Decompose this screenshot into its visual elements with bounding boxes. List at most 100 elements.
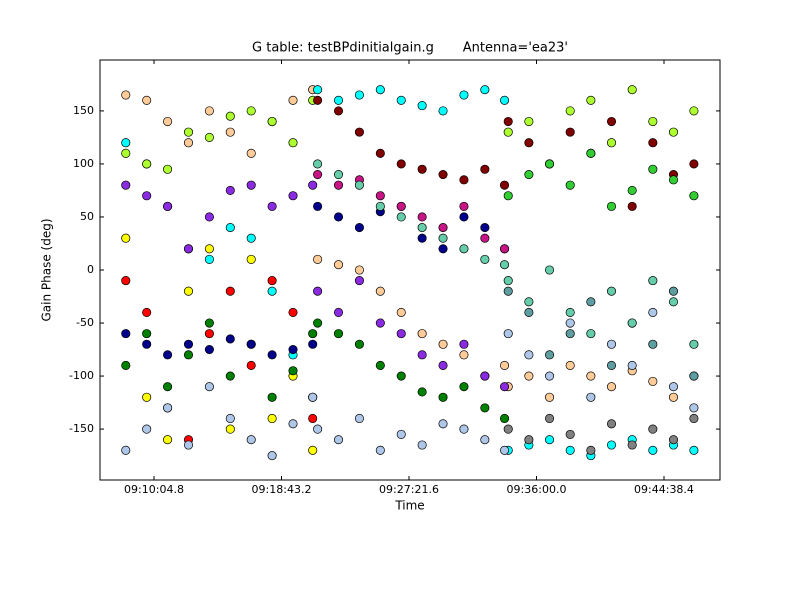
data-point bbox=[354, 413, 364, 424]
data-point bbox=[438, 419, 448, 429]
data-point bbox=[499, 445, 510, 455]
data-point bbox=[204, 106, 214, 116]
data-point bbox=[204, 254, 214, 264]
data-point bbox=[606, 419, 617, 429]
data-point bbox=[524, 297, 534, 307]
data-point bbox=[417, 223, 427, 233]
data-point bbox=[142, 159, 152, 169]
data-point bbox=[524, 307, 534, 317]
data-point bbox=[354, 265, 364, 275]
data-point bbox=[627, 185, 637, 196]
data-point bbox=[480, 233, 490, 243]
data-point bbox=[333, 212, 344, 222]
data-point bbox=[308, 339, 318, 349]
data-point bbox=[459, 382, 469, 392]
y-tick-label: 50 bbox=[80, 210, 94, 223]
data-point bbox=[142, 424, 152, 434]
data-point bbox=[333, 180, 344, 190]
data-point bbox=[438, 392, 448, 402]
data-point bbox=[313, 95, 323, 105]
data-point bbox=[225, 334, 235, 344]
data-point bbox=[689, 339, 699, 349]
data-point bbox=[225, 286, 235, 296]
data-point bbox=[480, 435, 490, 445]
data-point bbox=[121, 329, 131, 339]
data-point bbox=[648, 276, 658, 286]
data-point bbox=[396, 371, 406, 381]
data-point bbox=[313, 424, 323, 434]
data-point bbox=[225, 185, 235, 196]
data-point bbox=[668, 175, 679, 185]
data-point bbox=[565, 429, 575, 439]
data-point bbox=[438, 360, 448, 371]
data-point bbox=[396, 159, 406, 169]
data-point bbox=[375, 85, 385, 95]
data-point bbox=[565, 127, 575, 137]
data-point bbox=[606, 138, 617, 148]
data-point bbox=[480, 223, 490, 233]
data-point bbox=[267, 276, 277, 286]
data-point bbox=[333, 106, 344, 116]
data-point bbox=[499, 260, 510, 270]
data-point bbox=[648, 424, 658, 434]
data-point bbox=[499, 382, 510, 392]
data-point bbox=[375, 318, 385, 328]
data-point bbox=[606, 440, 617, 450]
y-tick-label: 150 bbox=[73, 104, 94, 117]
data-point bbox=[267, 451, 277, 461]
data-point bbox=[503, 116, 513, 127]
data-point bbox=[586, 297, 596, 307]
data-point bbox=[689, 191, 699, 201]
data-point bbox=[333, 435, 344, 445]
data-point bbox=[396, 307, 406, 317]
data-point bbox=[225, 371, 235, 381]
data-point bbox=[288, 138, 298, 148]
data-point bbox=[267, 350, 277, 360]
data-point bbox=[163, 435, 173, 445]
data-point bbox=[246, 339, 256, 349]
data-point bbox=[183, 339, 194, 349]
data-point bbox=[524, 116, 534, 127]
data-point bbox=[668, 286, 679, 296]
data-point bbox=[565, 445, 575, 455]
data-point bbox=[204, 132, 214, 142]
data-point bbox=[142, 307, 152, 317]
data-point bbox=[354, 180, 364, 190]
data-point bbox=[333, 95, 344, 105]
data-point bbox=[375, 445, 385, 455]
data-point bbox=[267, 116, 277, 127]
data-point bbox=[480, 371, 490, 381]
data-point bbox=[565, 329, 575, 339]
data-point bbox=[606, 339, 617, 349]
data-point bbox=[417, 440, 427, 450]
data-point bbox=[121, 360, 131, 371]
data-point bbox=[183, 127, 194, 137]
data-point bbox=[565, 307, 575, 317]
data-point bbox=[544, 371, 555, 381]
data-point bbox=[375, 201, 385, 211]
y-tick-label: 0 bbox=[87, 263, 94, 276]
data-point bbox=[438, 339, 448, 349]
data-point bbox=[627, 440, 637, 450]
data-point bbox=[396, 429, 406, 439]
data-point bbox=[459, 339, 469, 349]
data-point bbox=[459, 350, 469, 360]
data-point bbox=[163, 164, 173, 174]
data-point bbox=[204, 344, 214, 355]
data-point bbox=[163, 201, 173, 211]
data-point bbox=[163, 382, 173, 392]
data-point bbox=[438, 106, 448, 116]
data-point bbox=[689, 403, 699, 413]
data-point bbox=[204, 212, 214, 222]
x-tick-label: 09:27:21.6 bbox=[379, 483, 439, 496]
data-point bbox=[480, 254, 490, 264]
data-point bbox=[333, 307, 344, 317]
data-point bbox=[121, 276, 131, 286]
data-point bbox=[544, 392, 555, 402]
data-point bbox=[142, 392, 152, 402]
data-point bbox=[648, 445, 658, 455]
data-point bbox=[438, 223, 448, 233]
data-point bbox=[183, 138, 194, 148]
data-point bbox=[246, 233, 256, 243]
